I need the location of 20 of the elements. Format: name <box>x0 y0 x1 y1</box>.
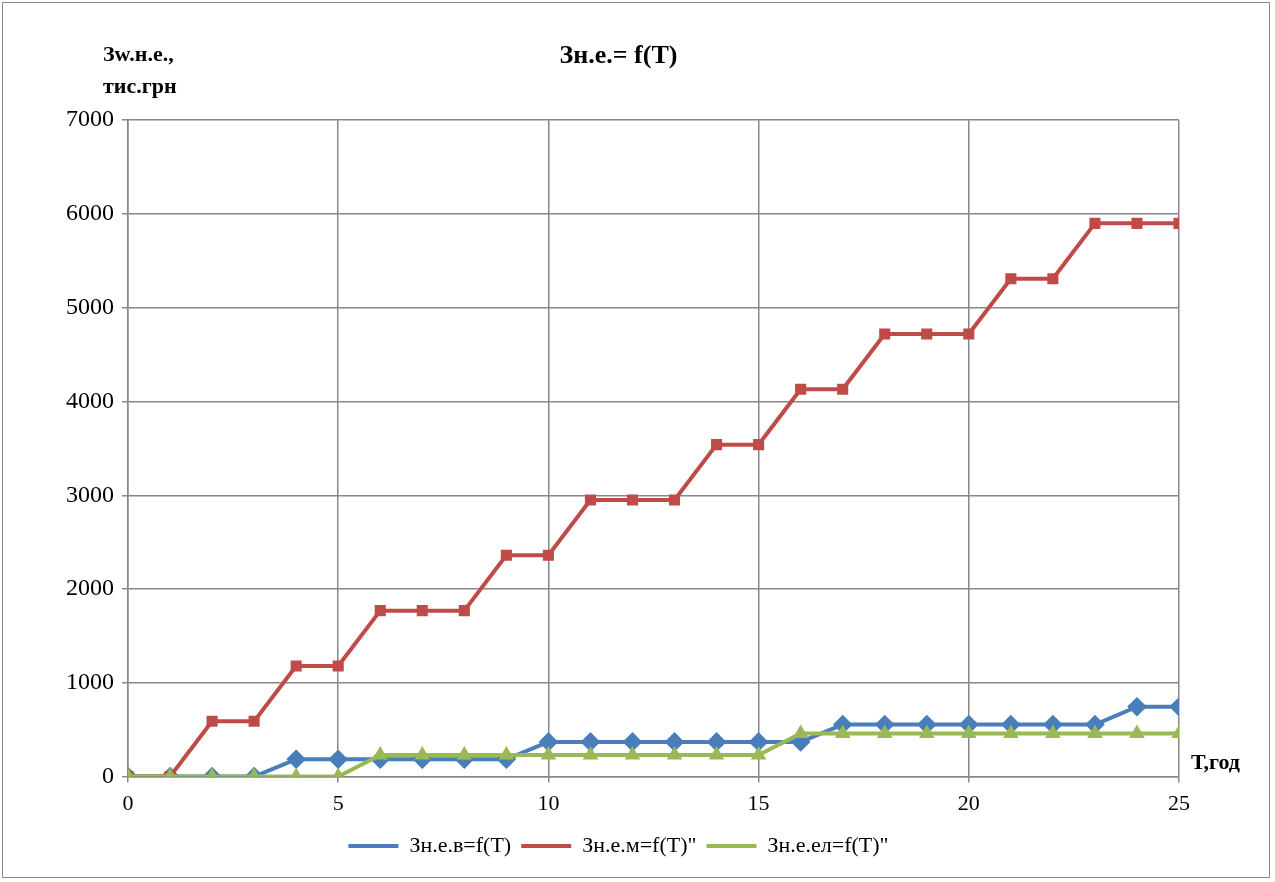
x-tick-label: 25 <box>1168 789 1190 815</box>
x-tick-label: 5 <box>332 789 344 815</box>
y-tick-label: 1000 <box>66 668 114 695</box>
y-tick-label: 7000 <box>66 105 114 132</box>
x-tick-label: 10 <box>537 789 560 815</box>
y-tick-label: 0 <box>102 761 114 788</box>
y-tick-label: 2000 <box>66 574 114 601</box>
y-tick-label: 4000 <box>66 386 114 413</box>
legend-label: Зн.е.м=f(T)" <box>582 831 697 857</box>
x-tick-label: 20 <box>957 789 980 815</box>
y-tick-label: 3000 <box>66 480 114 507</box>
y-axis-title: Зw.н.е., тис.грн <box>103 41 177 98</box>
legend-label: Зн.е.в=f(T) <box>409 831 512 857</box>
chart-title: Зн.е.= f(T) <box>559 40 678 70</box>
y-tick-label: 5000 <box>66 293 114 320</box>
x-tick-label: 15 <box>747 789 770 815</box>
y-tick-label: 6000 <box>66 199 114 226</box>
x-axis-title: Т,год <box>1191 748 1240 774</box>
legend-label: Зн.е.ел=f(T)" <box>767 831 889 857</box>
x-tick-label: 0 <box>122 789 134 815</box>
